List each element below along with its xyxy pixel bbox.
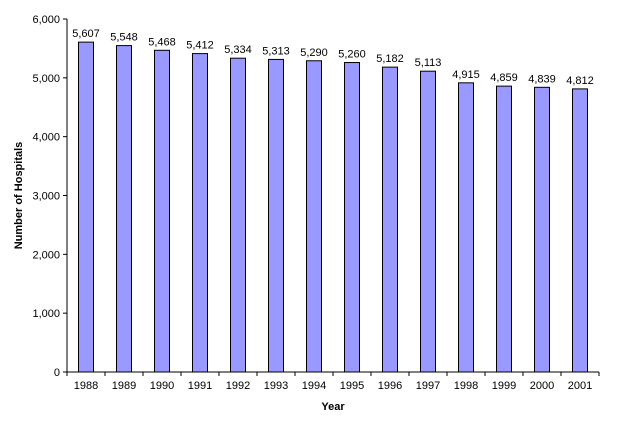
bar: [230, 57, 246, 373]
y-tick-label: 1,000: [32, 308, 60, 320]
y-tick-label: 2,000: [32, 249, 60, 261]
data-label: 4,859: [490, 72, 518, 84]
data-label: 5,412: [186, 40, 214, 52]
bar: [78, 41, 94, 373]
x-tick-label: 1997: [416, 380, 440, 392]
bar: [344, 62, 360, 373]
bar: [268, 58, 284, 373]
bar: [154, 49, 170, 373]
data-label: 5,334: [224, 44, 252, 56]
bar: [534, 86, 550, 373]
x-tick-label: 1990: [150, 380, 174, 392]
y-tick-label: 3,000: [32, 191, 60, 203]
data-label: 5,468: [148, 36, 176, 48]
x-tick-label: 1991: [188, 380, 212, 392]
data-label: 4,839: [528, 73, 556, 85]
bars-group: 5,607 5,548 5,468 5,412 5,334 5,313 5,290 5,260…: [72, 28, 594, 373]
x-tick-label: 1995: [340, 380, 364, 392]
data-label: 5,313: [262, 45, 290, 57]
bar: [420, 70, 436, 373]
x-tick-label: 1989: [112, 380, 136, 392]
bar: [382, 66, 398, 373]
y-axis-ticks: 0 1,000 2,000 3,000 4,000 5,000 6,000: [32, 14, 67, 379]
x-tick-label: 2000: [530, 380, 554, 392]
data-label: 5,113: [415, 57, 442, 69]
data-label: 4,812: [566, 75, 594, 87]
y-axis-title: Number of Hospitals: [13, 142, 25, 250]
x-axis-ticks: 1988 1989 1990 1991 1992 1993 1994 1995 1996 1997…: [66, 372, 600, 392]
x-tick-label: 1994: [302, 380, 326, 392]
x-tick-label: 2001: [568, 380, 592, 392]
data-label: 5,290: [300, 47, 328, 59]
y-tick-label: 6,000: [32, 14, 60, 26]
x-tick-label: 1998: [454, 380, 478, 392]
y-tick-label: 0: [54, 367, 60, 379]
bar: [458, 82, 474, 373]
data-label: 5,607: [72, 28, 100, 40]
x-tick-label: 1988: [74, 380, 98, 392]
bar: [306, 60, 322, 373]
y-tick-label: 4,000: [32, 132, 60, 144]
y-tick-label: 5,000: [32, 73, 60, 85]
x-tick-label: 1992: [226, 380, 250, 392]
bar: [572, 88, 588, 373]
bar: [496, 85, 512, 373]
x-tick-label: 1999: [492, 380, 516, 392]
bar: [116, 45, 132, 373]
data-label: 4,915: [452, 69, 480, 81]
x-axis-title: Year: [321, 401, 345, 413]
x-tick-label: 1993: [264, 380, 288, 392]
bar: [192, 53, 208, 373]
data-label: 5,260: [338, 49, 366, 61]
data-label: 5,182: [376, 53, 404, 65]
data-label: 5,548: [110, 32, 138, 44]
x-tick-label: 1996: [378, 380, 402, 392]
